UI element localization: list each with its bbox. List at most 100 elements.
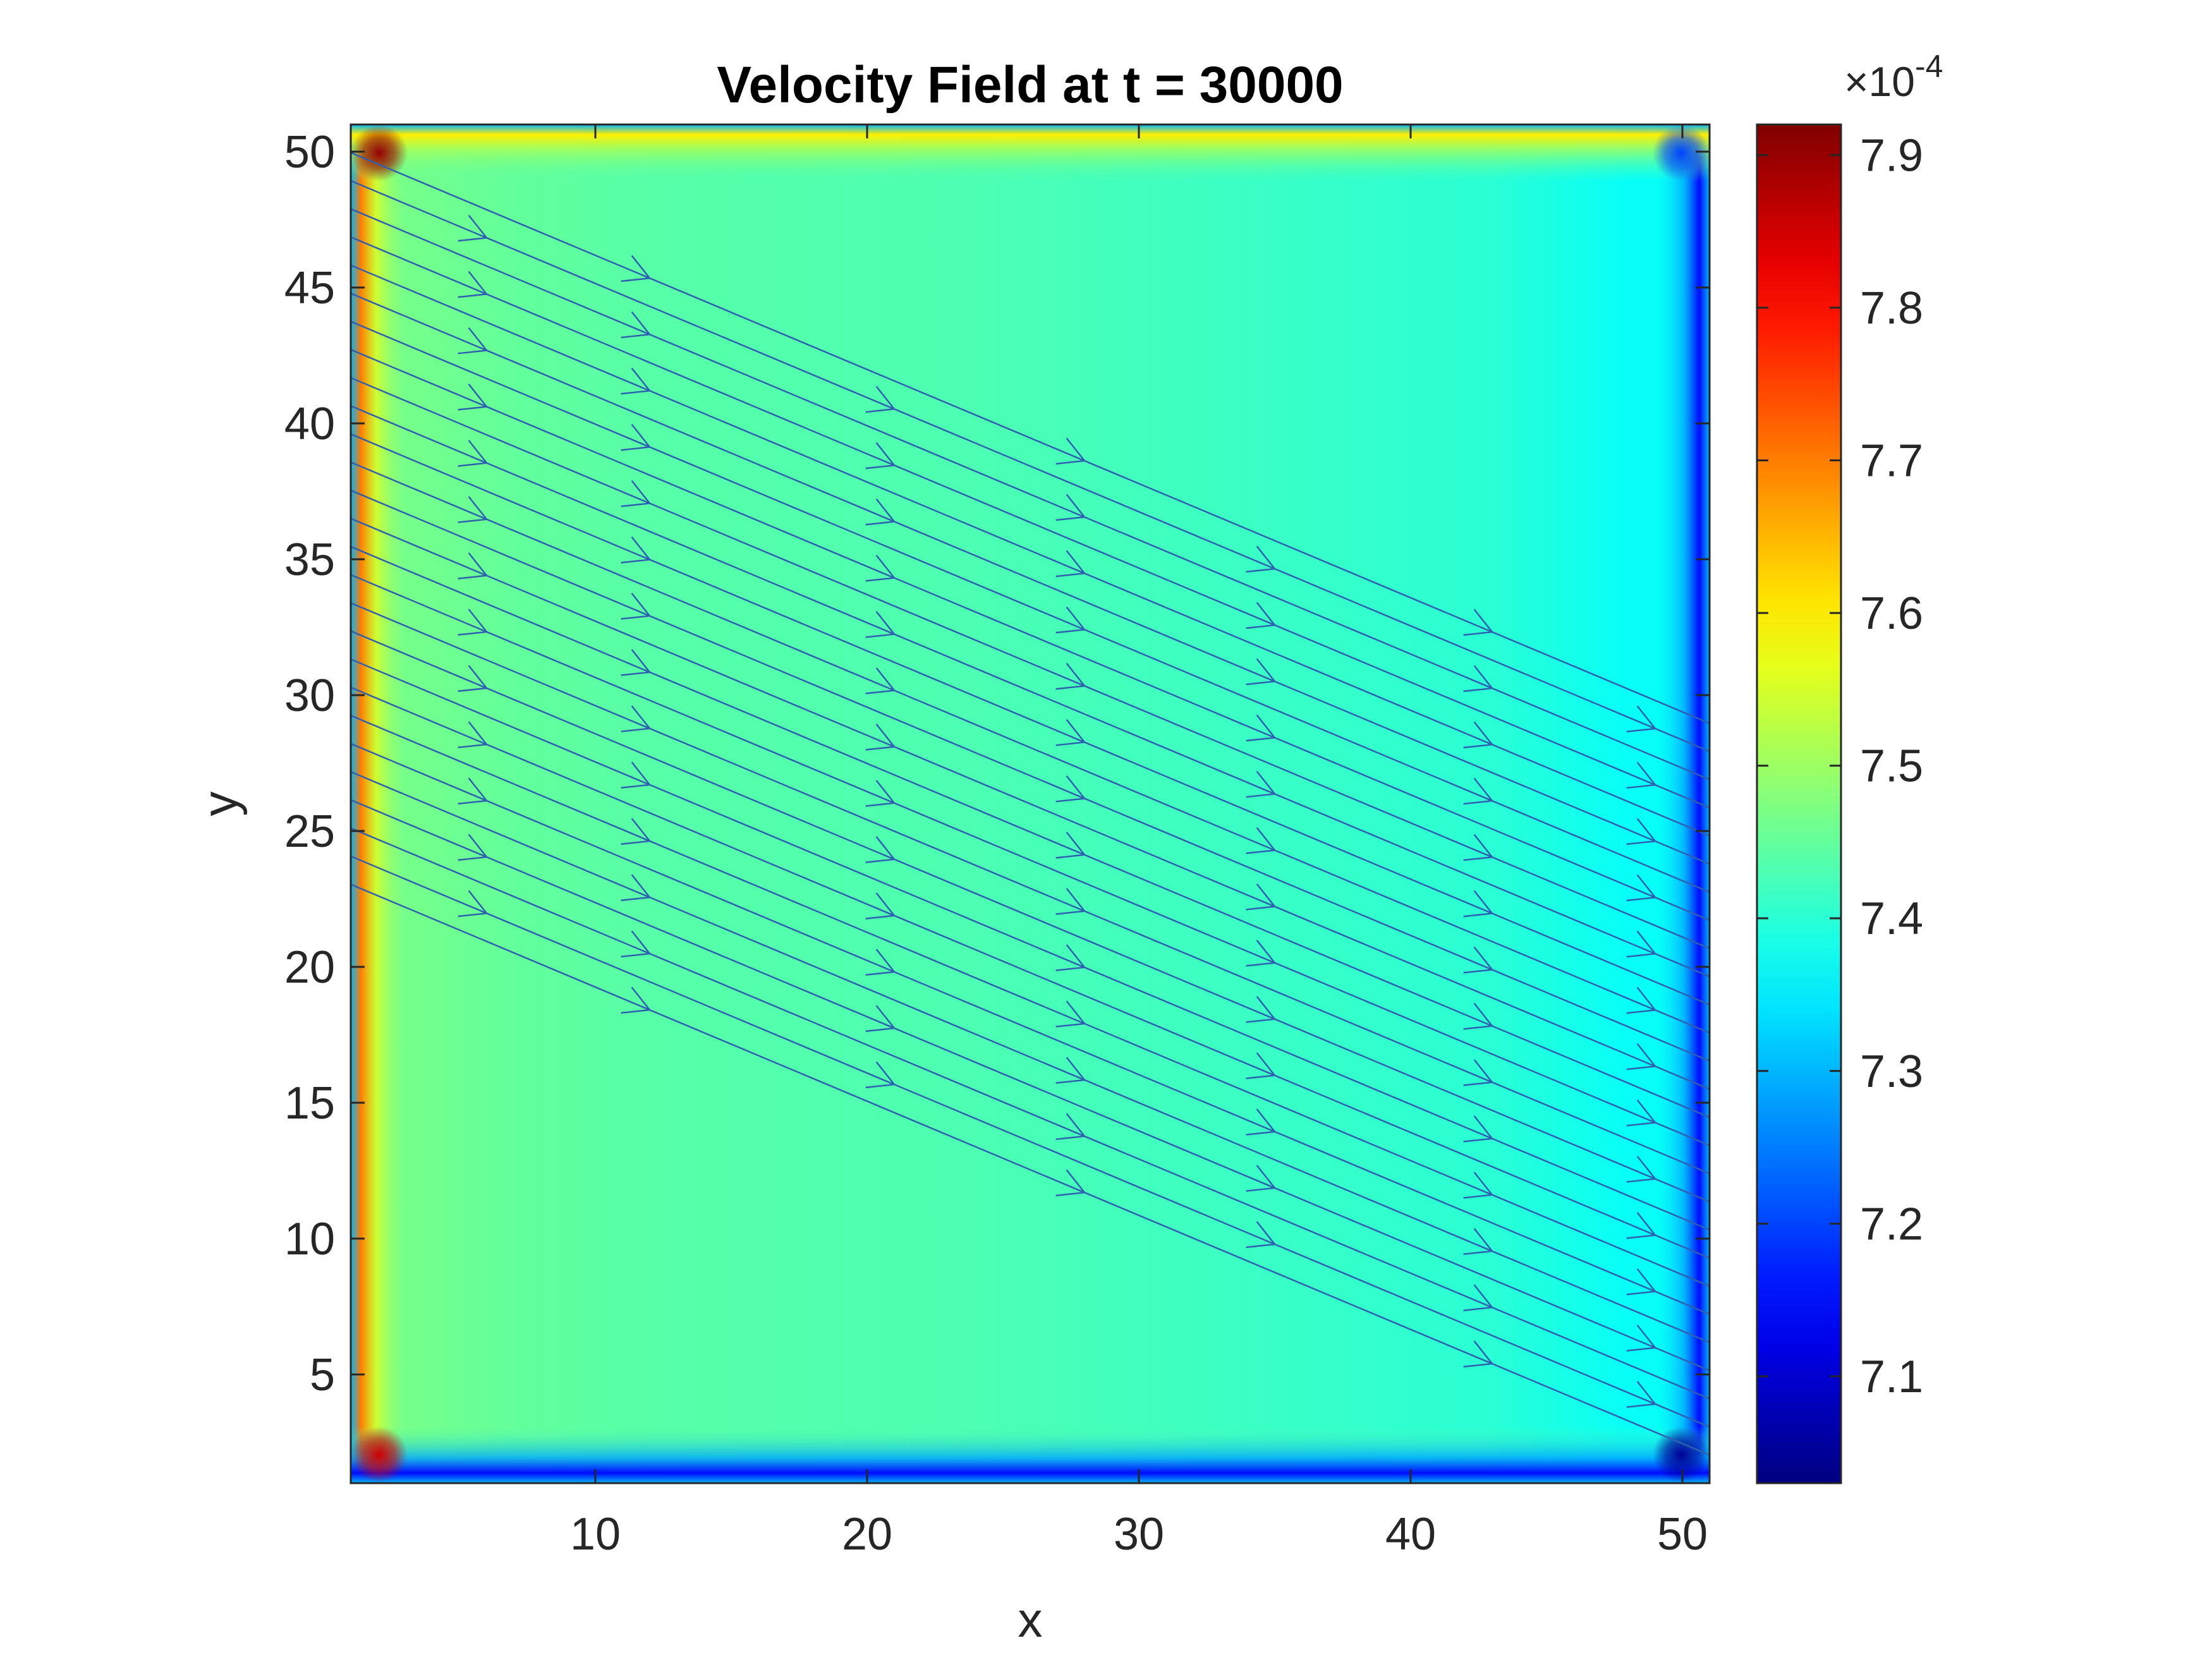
streamline-arrow [458,270,489,298]
streamline [351,855,1710,1428]
streamline-arrow [1246,1165,1277,1192]
streamline-arrow [1463,1228,1494,1255]
streamline [351,179,1710,753]
streamline [351,883,1710,1456]
streamline-arrow [621,537,652,564]
streamline-arrow [865,667,896,695]
streamline-arrow [621,255,652,282]
streamline-arrow [1246,1052,1277,1079]
y-tick-label: 30 [284,670,335,721]
streamline [351,292,1710,865]
streamline-arrow [1463,890,1494,918]
streamline-arrow [1626,761,1657,789]
streamline [351,630,1710,1203]
streamline-arrow [1626,1268,1657,1295]
streamline-arrow [1055,832,1086,859]
streamline [351,264,1710,837]
streamline-arrow [1246,1108,1277,1136]
streamline [351,545,1710,1119]
x-tick-label: 30 [1114,1509,1164,1560]
streamline-arrow [458,440,489,467]
streamline-arrow [1626,1381,1657,1408]
y-axis: 5 10 15 20 25 30 35 40 45 50 [284,127,1710,1400]
streamline [351,658,1710,1231]
streamline [351,377,1710,950]
streamline-arrow [1055,1169,1086,1197]
streamline-arrow [1463,1059,1494,1086]
streamline-arrow [1246,770,1277,798]
y-axis-label: y [192,792,248,816]
colorbar-tick-label: 7.9 [1860,130,1923,181]
streamline-arrow [1055,606,1086,634]
streamline-arrow [1463,1284,1494,1311]
streamline-arrow [621,649,652,676]
streamline-arrow [1055,662,1086,690]
colorbar-tick-label: 7.5 [1860,741,1923,792]
streamline-arrow [1626,1155,1657,1183]
streamline-arrow [865,498,896,526]
streamline-arrow [1055,1000,1086,1028]
streamline-arrow [458,665,489,692]
streamline-arrow [458,214,489,242]
streamline-arrow [1246,545,1277,573]
colorbar-tick-label: 7.4 [1860,894,1923,944]
y-tick-label: 50 [284,127,335,178]
streamline-arrow [458,834,489,861]
streamline-arrow [1626,1043,1657,1071]
bottom-wall-band [351,1426,1710,1483]
streamline-arrow [458,609,489,636]
streamline-arrow [458,552,489,579]
streamline-arrow [621,593,652,620]
streamline-arrow [621,986,652,1014]
streamline-arrow [1246,996,1277,1023]
streamline-arrow [865,1061,896,1089]
colorbar-multiplier: ×10 [1844,58,1915,105]
streamline-arrow [1055,775,1086,803]
streamline [351,574,1710,1146]
colorbar-exponent: -4 [1915,49,1943,84]
streamline-arrow [865,724,896,751]
streamline [351,433,1710,1006]
colorbar-tick-label: 7.1 [1860,1352,1923,1402]
streamline-arrow [458,890,489,918]
streamline-arrow [865,611,896,638]
streamline-arrow [458,777,489,805]
colorbar-exponent-label: ×10-4 [1844,49,1943,105]
plot-area [351,124,1710,1483]
streamline-arrow [1463,777,1494,805]
streamline-arrow [1055,944,1086,971]
x-tick-label: 50 [1657,1509,1708,1560]
x-axis: 10 20 30 40 50 [570,124,1708,1560]
streamline-arrow [865,554,896,582]
corner-bottom-left [351,1426,408,1483]
streamline-arrow [865,949,896,976]
chart-title: Velocity Field at t = 30000 [717,56,1343,114]
colorbar-ticks: 7.1 7.2 7.3 7.4 7.5 7.6 7.7 7.8 7.9 [1757,130,1923,1402]
y-tick-label: 20 [284,942,335,993]
streamline-arrow [621,818,652,845]
streamline-arrow [1463,609,1494,636]
streamline-arrow [865,1005,896,1033]
corner-top-right [1653,124,1710,181]
streamline-arrow [458,384,489,411]
streamline-arrow [1463,1003,1494,1030]
x-tick-label: 40 [1385,1509,1436,1560]
streamline [351,714,1710,1287]
streamline-arrow [621,480,652,507]
streamline [351,518,1710,1090]
streamline-arrow [458,496,489,523]
streamline-arrow [1626,705,1657,732]
colorbar-tick-label: 7.3 [1860,1046,1923,1097]
streamline-arrow [865,442,896,470]
streamline-arrow [1463,665,1494,693]
y-tick-label: 45 [284,263,335,313]
streamline [351,602,1710,1175]
streamline-arrow [1246,1221,1277,1249]
streamline-arrow [865,385,896,413]
streamline-arrow [1626,986,1657,1014]
streamline [351,348,1710,921]
top-wall-band [351,124,1710,181]
colorbar-tick-label: 7.7 [1860,435,1923,486]
streamline-arrow [1246,714,1277,742]
corner-bottom-right [1653,1426,1710,1483]
